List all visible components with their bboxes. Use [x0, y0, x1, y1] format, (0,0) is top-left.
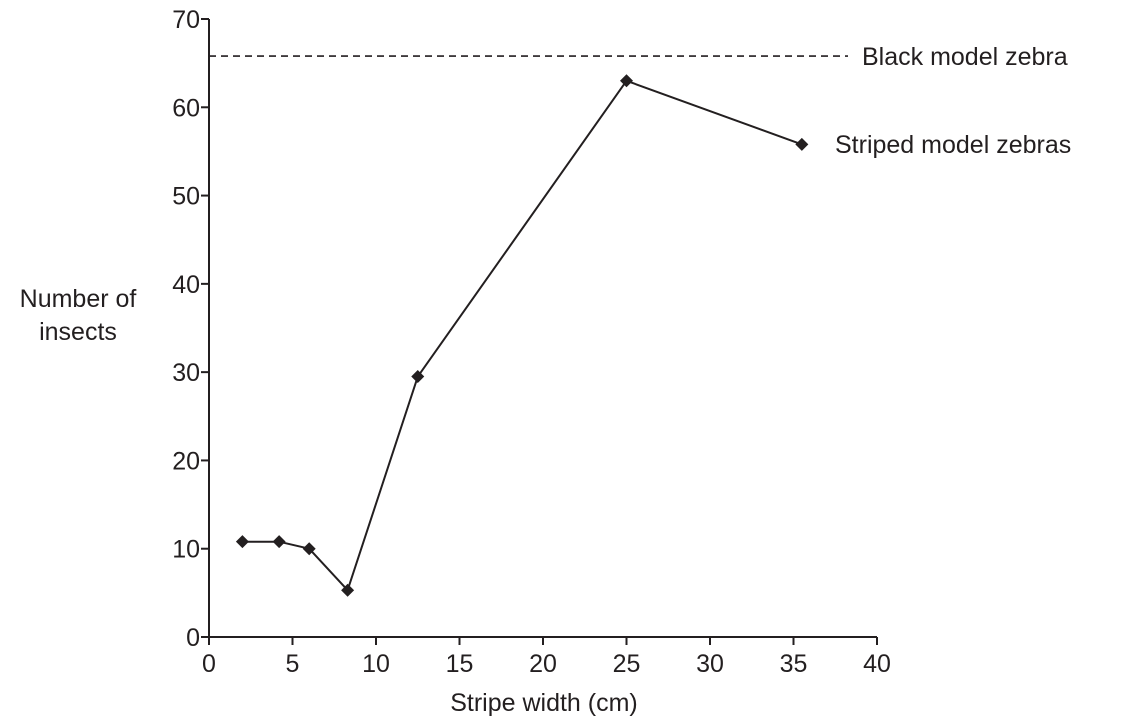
- x-tick-label: 0: [202, 650, 216, 678]
- reference-line-label: Black model zebra: [862, 43, 1068, 71]
- y-tick-label: 0: [186, 624, 200, 652]
- y-axis-title-line-2: insects: [39, 318, 117, 346]
- series-label: Striped model zebras: [835, 131, 1071, 159]
- x-tick-label: 25: [613, 650, 641, 678]
- data-point: [620, 74, 633, 87]
- y-tick-label: 20: [172, 447, 200, 475]
- x-tick-label: 5: [286, 650, 300, 678]
- data-point: [273, 535, 286, 548]
- y-tick-label: 40: [172, 271, 200, 299]
- y-tick-label: 70: [172, 6, 200, 34]
- x-tick-label: 15: [446, 650, 474, 678]
- data-markers: [236, 74, 808, 596]
- tick-labels: 0 5 10 15 20 25 30 35 40 0 10 20 30 40 50 60 70: [172, 6, 891, 678]
- data-point: [795, 138, 808, 151]
- y-tick-label: 10: [172, 536, 200, 564]
- x-tick-label: 10: [362, 650, 390, 678]
- data-point: [411, 370, 424, 383]
- y-tick-label: 30: [172, 359, 200, 387]
- x-tick-label: 40: [863, 650, 891, 678]
- x-axis-title: Stripe width (cm): [450, 689, 638, 717]
- data-point: [236, 535, 249, 548]
- series-line: [242, 81, 802, 590]
- tick-marks: [201, 19, 877, 645]
- y-tick-label: 50: [172, 183, 200, 211]
- series-lines: [242, 81, 802, 590]
- y-tick-label: 60: [172, 94, 200, 122]
- x-tick-label: 30: [696, 650, 724, 678]
- y-axis-title-line-1: Number of: [20, 285, 137, 313]
- x-tick-label: 20: [529, 650, 557, 678]
- x-tick-label: 35: [780, 650, 808, 678]
